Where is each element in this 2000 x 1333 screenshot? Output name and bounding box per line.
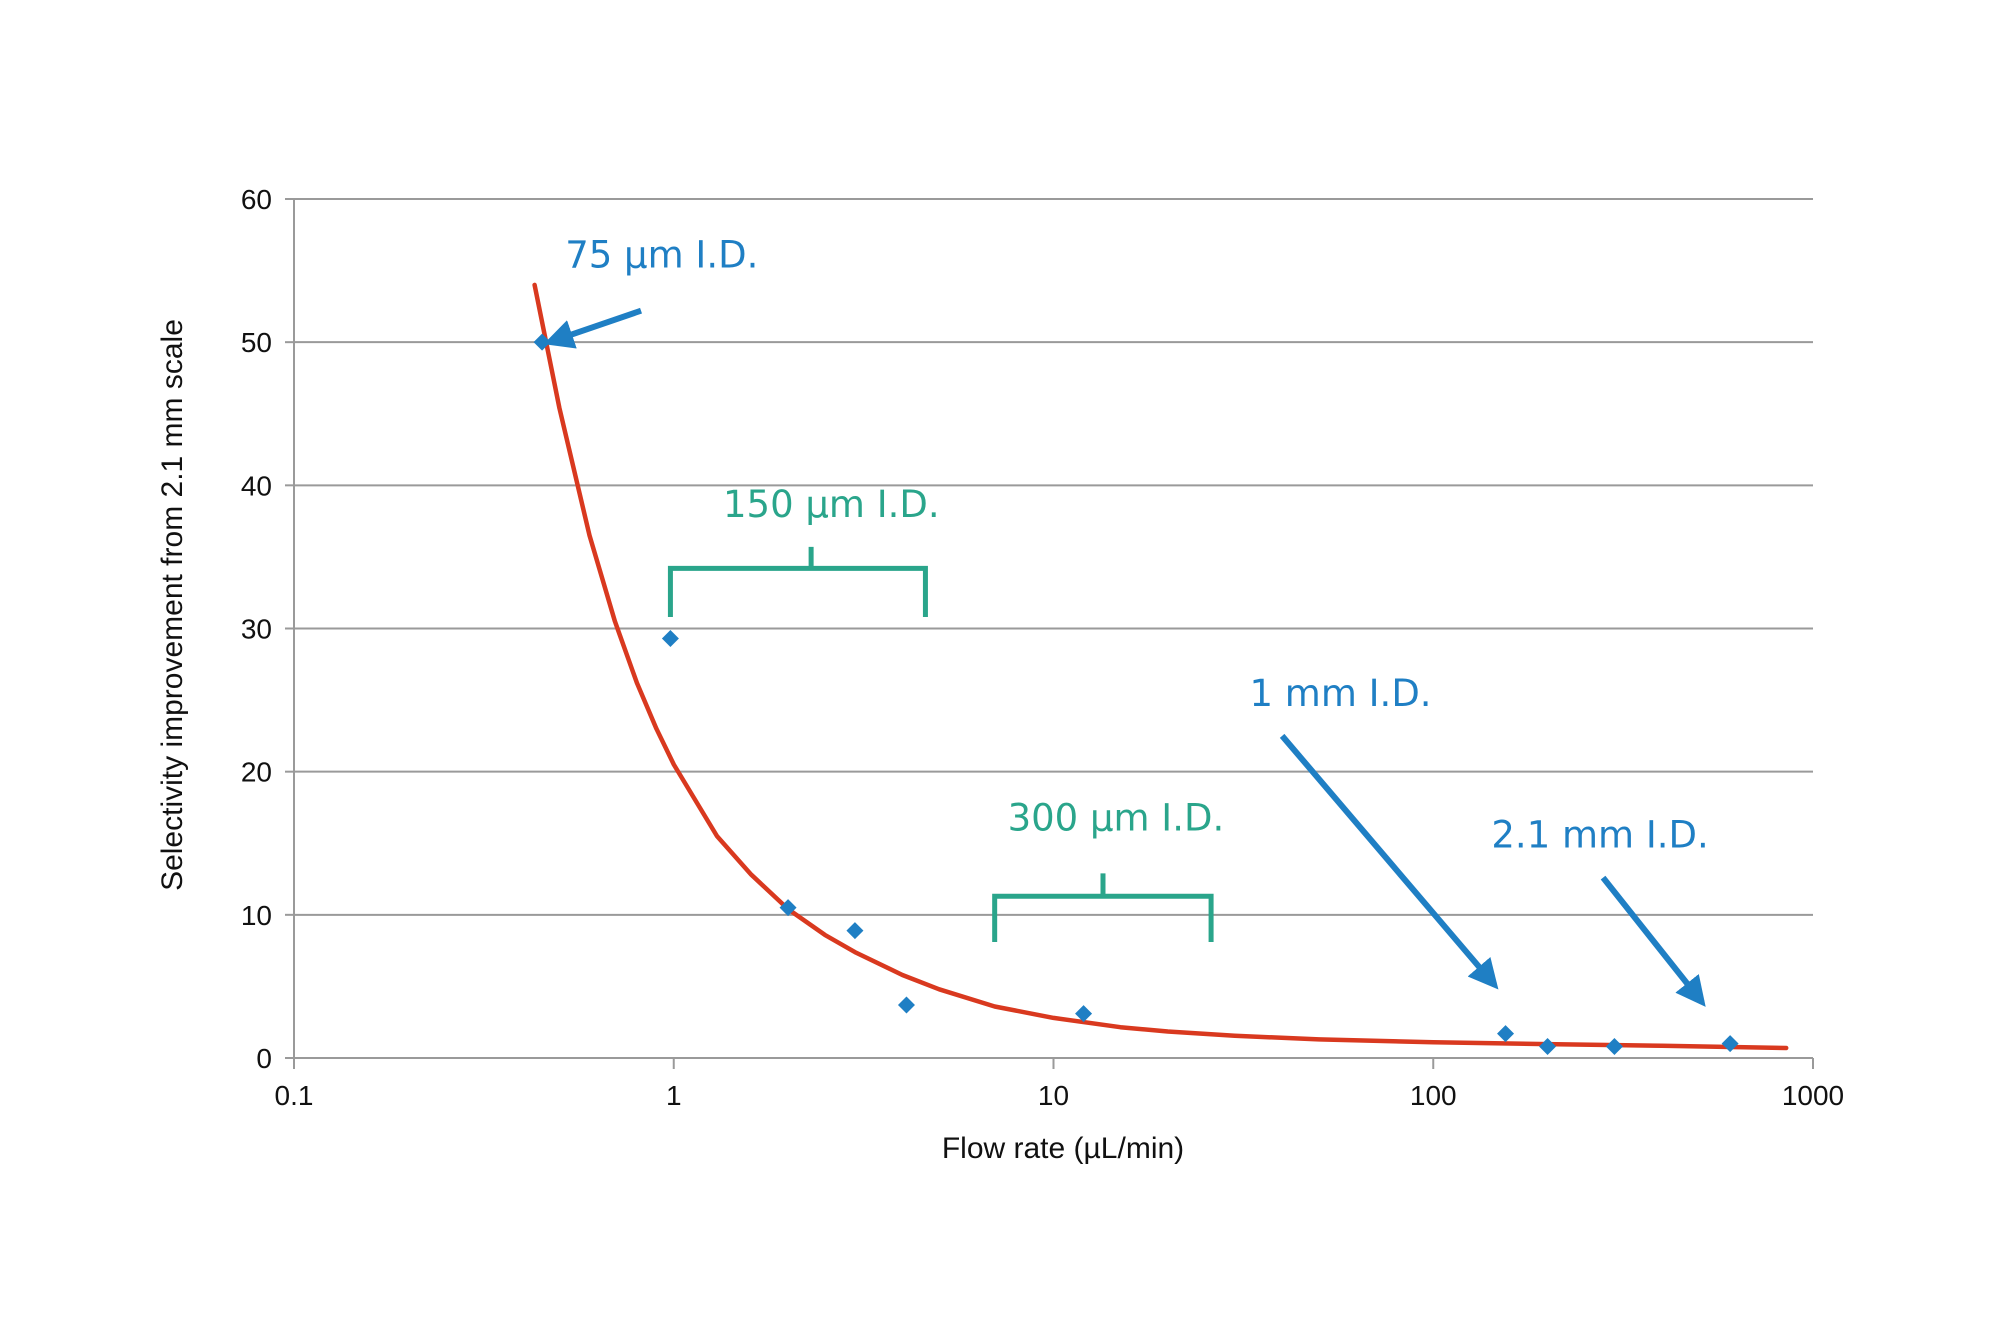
y-tick-label: 10 xyxy=(241,900,272,931)
annotations: 75 µm I.D. 150 µm I.D. 300 µm I.D. 1 mm I.D… xyxy=(543,234,1709,1007)
annotation-arrow xyxy=(1600,875,1706,1007)
annotation-arrow xyxy=(543,307,642,349)
annotation-label: 2.1 mm I.D. xyxy=(1491,814,1708,857)
annotation-bracket xyxy=(992,873,1214,943)
x-tick-label: 1000 xyxy=(1782,1080,1844,1111)
annotation-label: 300 µm I.D. xyxy=(1008,796,1225,839)
data-point xyxy=(661,630,679,648)
fit-curve-layer xyxy=(532,282,1789,1051)
annotation-label: 1 mm I.D. xyxy=(1250,672,1432,715)
x-tick-label: 100 xyxy=(1410,1080,1457,1111)
data-point xyxy=(897,996,915,1014)
fit-curve xyxy=(532,282,1789,1051)
data-point xyxy=(779,899,797,917)
data-point xyxy=(1721,1035,1739,1053)
y-tick-label: 60 xyxy=(241,184,272,215)
y-tick-label: 30 xyxy=(241,614,272,645)
annotation-arrow xyxy=(1279,733,1499,990)
axes xyxy=(285,198,1814,1069)
x-tick-labels: 0.1 1 10 100 1000 xyxy=(275,1080,1845,1111)
annotation-label: 150 µm I.D. xyxy=(723,483,940,526)
y-tick-labels: 0 10 20 30 40 50 60 xyxy=(241,184,272,1074)
y-axis-label: Selectivity improvement from 2.1 mm scal… xyxy=(156,319,189,891)
y-tick-label: 20 xyxy=(241,757,272,788)
y-tick-label: 50 xyxy=(241,327,272,358)
y-tick-label: 40 xyxy=(241,470,272,501)
x-tick-label: 10 xyxy=(1038,1080,1069,1111)
y-tick-label: 0 xyxy=(256,1043,272,1074)
data-point xyxy=(1497,1025,1515,1043)
data-point xyxy=(1539,1038,1557,1056)
x-tick-label: 1 xyxy=(666,1080,682,1111)
annotation-bracket xyxy=(667,546,928,618)
x-axis-label: Flow rate (µL/min) xyxy=(942,1132,1184,1165)
data-point xyxy=(846,922,864,940)
data-point xyxy=(1075,1005,1093,1023)
x-tick-label: 0.1 xyxy=(275,1080,314,1111)
data-points xyxy=(533,333,1739,1056)
data-point xyxy=(1605,1038,1623,1056)
annotation-label: 75 µm I.D. xyxy=(565,234,758,277)
